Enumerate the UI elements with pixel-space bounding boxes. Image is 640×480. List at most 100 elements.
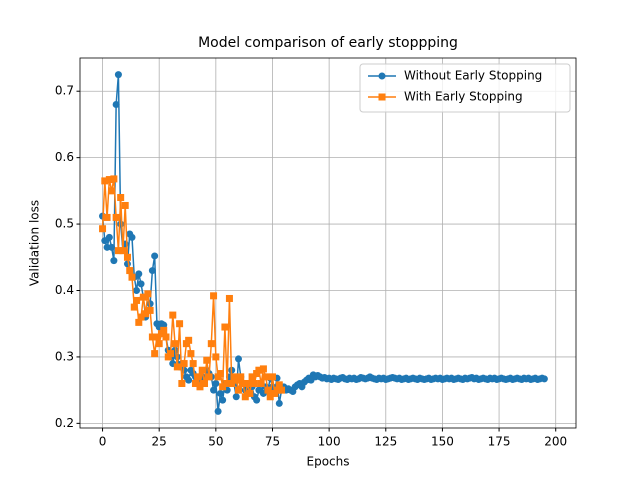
data-point bbox=[253, 396, 261, 404]
data-point bbox=[123, 253, 131, 261]
data-point bbox=[275, 399, 283, 407]
y-tick-label: 0.2 bbox=[55, 416, 74, 430]
data-point bbox=[228, 379, 236, 387]
data-point bbox=[210, 292, 218, 300]
data-point bbox=[148, 333, 156, 341]
data-point bbox=[201, 379, 209, 387]
data-point bbox=[148, 267, 156, 275]
data-point bbox=[173, 363, 181, 371]
data-point bbox=[155, 340, 163, 348]
data-point bbox=[239, 379, 247, 387]
data-point bbox=[196, 383, 204, 391]
data-point bbox=[133, 286, 141, 294]
data-point bbox=[219, 383, 227, 391]
y-tick-label: 0.6 bbox=[55, 150, 74, 164]
plot-frame bbox=[79, 57, 577, 429]
data-point bbox=[112, 213, 120, 221]
chart-title: Model comparison of early stoppping bbox=[198, 35, 458, 51]
data-point bbox=[135, 270, 143, 278]
data-point bbox=[171, 340, 179, 348]
data-point bbox=[248, 373, 256, 381]
data-point bbox=[139, 293, 147, 301]
data-point bbox=[108, 243, 116, 251]
legend-label: Without Early Stopping bbox=[404, 69, 542, 83]
legend-label: With Early Stopping bbox=[404, 90, 523, 104]
data-point bbox=[160, 326, 168, 334]
data-point bbox=[101, 177, 109, 185]
data-point bbox=[162, 333, 170, 341]
data-point bbox=[212, 379, 220, 387]
data-point bbox=[244, 379, 252, 387]
data-point bbox=[262, 373, 270, 381]
y-tick-label: 0.4 bbox=[55, 283, 74, 297]
data-point bbox=[232, 376, 240, 384]
data-point bbox=[198, 366, 206, 374]
data-point bbox=[135, 318, 143, 326]
data-point bbox=[133, 296, 141, 304]
data-point bbox=[128, 233, 136, 241]
y-tick-label: 0.5 bbox=[55, 217, 74, 231]
data-point bbox=[219, 396, 227, 404]
data-point bbox=[153, 333, 161, 341]
data-point bbox=[259, 365, 267, 373]
data-point bbox=[257, 379, 265, 387]
data-point bbox=[255, 366, 263, 374]
data-point bbox=[232, 393, 240, 401]
data-point bbox=[99, 225, 107, 233]
data-point bbox=[250, 379, 258, 387]
data-point bbox=[278, 386, 286, 394]
x-axis-label: Epochs bbox=[307, 455, 350, 469]
y-axis-label: Validation loss bbox=[28, 200, 42, 286]
data-point bbox=[540, 375, 548, 383]
data-point bbox=[146, 306, 154, 314]
data-point bbox=[137, 280, 145, 288]
data-point bbox=[216, 389, 224, 397]
data-point bbox=[110, 257, 118, 265]
data-point bbox=[121, 201, 129, 209]
data-point bbox=[169, 311, 177, 319]
legend-marker bbox=[378, 93, 386, 101]
data-point bbox=[216, 370, 224, 378]
data-point bbox=[234, 386, 242, 394]
data-point bbox=[114, 71, 122, 79]
data-point bbox=[187, 350, 195, 358]
data-point bbox=[189, 360, 197, 368]
x-tick-label: 125 bbox=[374, 435, 397, 449]
data-point bbox=[110, 175, 118, 183]
data-point bbox=[268, 373, 276, 381]
data-point bbox=[142, 310, 150, 318]
y-tick-label: 0.3 bbox=[55, 349, 74, 363]
legend-box bbox=[359, 63, 571, 113]
data-point bbox=[117, 193, 125, 201]
data-point bbox=[221, 323, 229, 331]
data-point bbox=[185, 376, 193, 384]
data-point bbox=[151, 252, 159, 260]
data-point bbox=[103, 213, 111, 221]
data-point bbox=[203, 356, 211, 364]
data-point bbox=[119, 247, 127, 255]
data-point bbox=[144, 290, 152, 298]
x-tick-label: 75 bbox=[265, 435, 280, 449]
data-point bbox=[264, 386, 272, 394]
data-point bbox=[237, 373, 245, 381]
data-point bbox=[112, 100, 120, 108]
x-tick-label: 50 bbox=[208, 435, 223, 449]
data-point bbox=[225, 294, 233, 302]
data-point bbox=[105, 176, 113, 184]
data-point bbox=[266, 393, 274, 401]
x-tick-label: 175 bbox=[488, 435, 511, 449]
data-point bbox=[180, 360, 188, 368]
data-point bbox=[167, 350, 175, 358]
data-point bbox=[194, 373, 202, 381]
data-point bbox=[185, 336, 193, 344]
data-point bbox=[241, 393, 249, 401]
data-point bbox=[207, 340, 215, 348]
data-point bbox=[137, 313, 145, 321]
x-tick-label: 100 bbox=[318, 435, 341, 449]
data-point bbox=[108, 187, 116, 195]
x-tick-label: 0 bbox=[99, 435, 107, 449]
data-point bbox=[214, 407, 222, 415]
data-point bbox=[130, 303, 138, 311]
data-point bbox=[180, 366, 188, 374]
